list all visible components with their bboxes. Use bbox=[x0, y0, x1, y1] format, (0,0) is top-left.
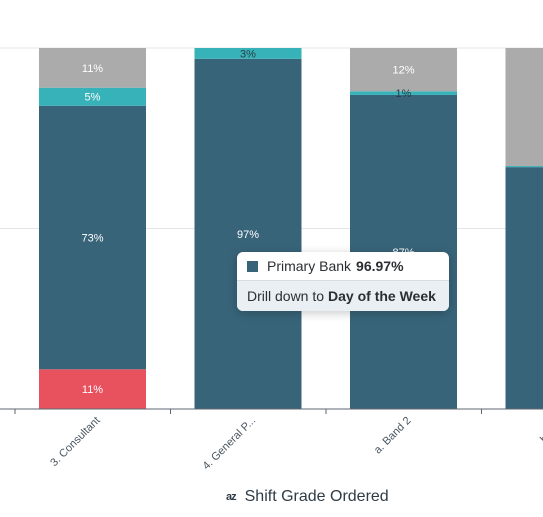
bar-segment-1-1[interactable] bbox=[194, 58, 302, 410]
tooltip-series-label: Primary Bank bbox=[267, 258, 352, 274]
bar-segment-3-1[interactable] bbox=[505, 167, 543, 409]
x-axis-title: Shift Grade Ordered bbox=[244, 488, 389, 505]
bar-segment-0-0[interactable] bbox=[39, 369, 146, 409]
bar-segment-0-1[interactable] bbox=[39, 105, 146, 370]
drill-prefix: Drill down to bbox=[247, 288, 325, 304]
tooltip: Primary Bank 96.97% Drill down to Day of… bbox=[237, 252, 449, 311]
drill-down-link[interactable]: Drill down to Day of the Week bbox=[237, 280, 449, 311]
bar-segment-3-2[interactable] bbox=[505, 166, 543, 168]
x-tick-label-1: 4. General P... bbox=[200, 415, 258, 473]
bar-segment-3-3[interactable] bbox=[505, 48, 543, 167]
x-axis: 3. Consultant 4. General P... a. Band 2 b. … bbox=[0, 408, 543, 473]
bars bbox=[39, 48, 543, 410]
bar-segment-0-3[interactable] bbox=[39, 48, 146, 88]
bar-segment-1-2[interactable] bbox=[194, 48, 302, 59]
data-label-0-3: 11% bbox=[82, 63, 103, 75]
data-label-0-2: 5% bbox=[85, 92, 101, 104]
x-axis-title-group[interactable]: az Shift Grade Ordered bbox=[226, 488, 389, 506]
data-label-1-2: 3% bbox=[240, 48, 256, 60]
drill-target: Day of the Week bbox=[328, 288, 436, 304]
bar-segment-2-3[interactable] bbox=[350, 48, 457, 92]
bar-segment-0-2[interactable] bbox=[39, 87, 146, 106]
tooltip-swatch bbox=[247, 260, 258, 272]
data-label-1-1: 97% bbox=[237, 229, 259, 241]
data-label-2-3: 12% bbox=[392, 65, 414, 77]
tooltip-series-row: Primary Bank 96.97% bbox=[237, 252, 449, 280]
tooltip-value: 96.97% bbox=[356, 258, 404, 274]
bar-segment-2-1[interactable] bbox=[350, 94, 457, 410]
bar-segment-2-2[interactable] bbox=[350, 91, 457, 95]
x-tick-label-0: 3. Consultant bbox=[48, 415, 102, 469]
data-label-2-2: 1% bbox=[396, 88, 412, 100]
sort-az-icon[interactable]: az bbox=[226, 491, 237, 503]
data-label-0-0: 11% bbox=[82, 384, 103, 396]
x-tick-label-3: b. Ban bbox=[538, 415, 543, 446]
data-label-0-1: 73% bbox=[81, 233, 103, 245]
x-tick-label-2: a. Band 2 bbox=[372, 415, 414, 457]
